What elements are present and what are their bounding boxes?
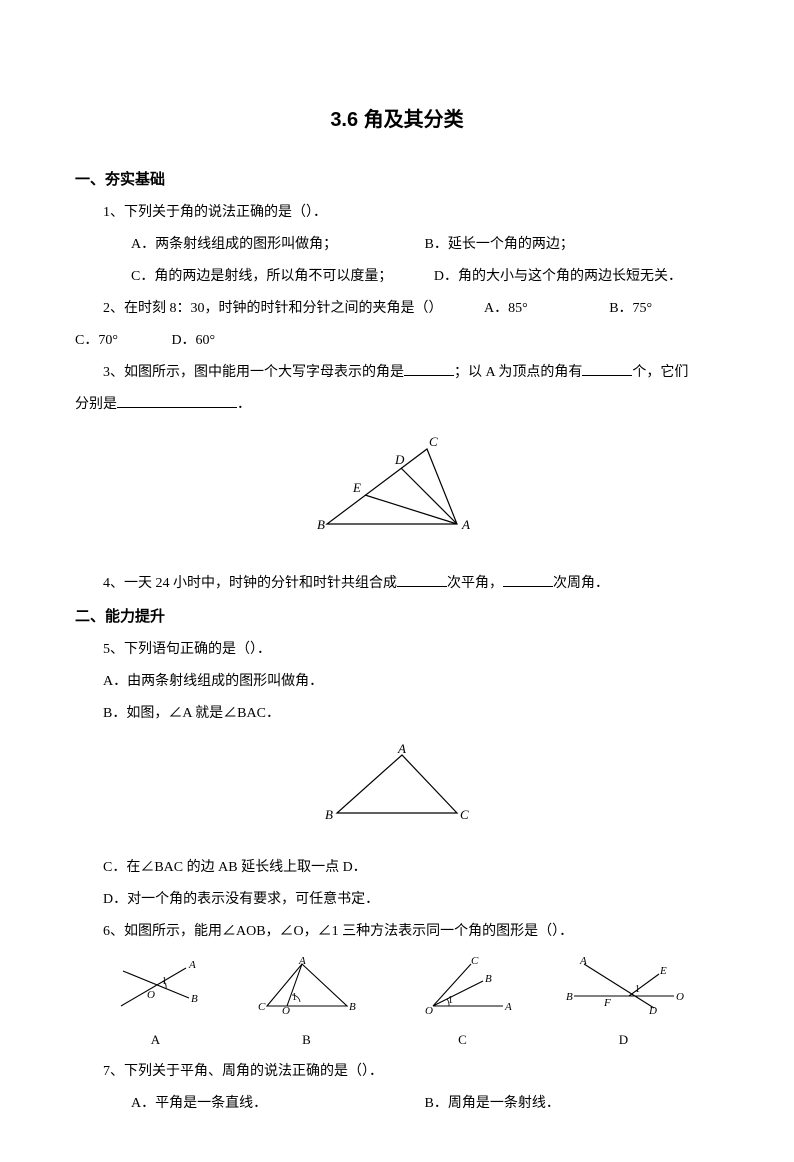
q7-stem: 7、下列关于平角、周角的说法正确的是（）． (75, 1058, 719, 1086)
section-2-heading: 二、能力提升 (75, 602, 719, 632)
q6-stem: 6、如图所示，能用∠AOB，∠O，∠1 三种方法表示同一个角的图形是（）． (75, 918, 719, 946)
q6-label-d: D (564, 1027, 684, 1053)
fig2-label-a: A (397, 743, 406, 756)
q2-line2: C．70° D．60° (75, 327, 719, 355)
q1-stem: 1、下列关于角的说法正确的是（）． (75, 199, 719, 227)
fig2-label-c: C (460, 807, 469, 822)
triangle-diagram-1: B A C D E (297, 434, 497, 544)
svg-text:O: O (147, 989, 155, 1001)
q6-fig-c: A B C O 1 C (413, 956, 513, 1053)
q3-p2: ；以 A 为顶点的角有 (454, 365, 582, 380)
triangle-diagram-2: A B C (307, 743, 487, 828)
page-title: 3.6 角及其分类 (75, 100, 719, 140)
q6-label-a: A (111, 1027, 201, 1053)
q5-opt-d: D．对一个角的表示没有要求，可任意书定． (75, 886, 719, 914)
q7-opt-a: A．平角是一条直线． (103, 1090, 383, 1118)
q2-opt-b: B．75° (581, 295, 652, 323)
q3-blank1[interactable] (404, 361, 454, 376)
q2-opt-d: D．60° (171, 327, 215, 355)
q3-figure: B A C D E (75, 434, 719, 555)
q3-line2: 分别是 ． (75, 391, 719, 419)
label-d: D (394, 452, 405, 467)
q7-opt-b: B．周角是一条射线． (397, 1090, 560, 1118)
fig2-label-b: B (325, 807, 333, 822)
svg-text:B: B (485, 973, 492, 985)
q1-opt-d: D．角的大小与这个角的两边长短无关． (406, 263, 682, 291)
q6-fig-a: A B O 1 A (111, 956, 201, 1053)
q3-p5: ． (237, 397, 251, 412)
q2-opt-c: C．70° (75, 327, 118, 355)
q4-p1: 4、一天 24 小时中，时钟的分针和时针共组合成 (103, 576, 397, 591)
q5-opt-b: B．如图，∠A 就是∠BAC． (75, 700, 719, 728)
q4-line: 4、一天 24 小时中，时钟的分针和时针共组合成 次平角， 次周角． (75, 570, 719, 598)
svg-text:E: E (659, 965, 667, 977)
q6-label-c: C (413, 1027, 513, 1053)
q5-stem: 5、下列语句正确的是（）． (75, 636, 719, 664)
svg-text:B: B (566, 991, 573, 1003)
q3-p1: 3、如图所示，图中能用一个大写字母表示的角是 (103, 365, 404, 380)
q7-row: A．平角是一条直线． B．周角是一条射线． (75, 1090, 719, 1118)
q3-blank2[interactable] (582, 361, 632, 376)
q3-line1: 3、如图所示，图中能用一个大写字母表示的角是 ；以 A 为顶点的角有 个，它们 (75, 359, 719, 387)
q2-stem: 2、在时刻 8：30，时钟的时针和分针之间的夹角是（） (103, 301, 443, 316)
q2-line: 2、在时刻 8：30，时钟的时针和分针之间的夹角是（） A．85° B．75° (75, 295, 719, 323)
svg-text:C: C (258, 1001, 266, 1013)
svg-text:C: C (471, 956, 479, 967)
svg-text:B: B (191, 993, 198, 1005)
svg-text:1: 1 (635, 984, 640, 995)
q1-opt-c: C．角的两边是射线，所以角不可以度量； (103, 263, 392, 291)
q4-p3: 次周角． (553, 576, 609, 591)
q3-p3: 个，它们 (632, 365, 688, 380)
label-e: E (352, 480, 361, 495)
q1-row2: C．角的两边是射线，所以角不可以度量； D．角的大小与这个角的两边长短无关． (75, 263, 719, 291)
q6-fig-b: A B C O 1 B (252, 956, 362, 1053)
q1-row1: A．两条射线组成的图形叫做角； B．延长一个角的两边； (75, 231, 719, 259)
label-b: B (317, 517, 325, 532)
q5-opt-c: C．在∠BAC 的边 AB 延长线上取一点 D． (75, 854, 719, 882)
svg-text:B: B (349, 1001, 356, 1013)
q5-figure: A B C (75, 743, 719, 839)
svg-text:A: A (504, 1001, 512, 1013)
q6-label-b: B (252, 1027, 362, 1053)
svg-text:A: A (298, 956, 306, 967)
q1-opt-a: A．两条射线组成的图形叫做角； (103, 231, 383, 259)
label-a: A (461, 517, 470, 532)
q3-p4: 分别是 (75, 397, 117, 412)
q4-blank2[interactable] (503, 572, 553, 587)
svg-text:A: A (579, 956, 587, 967)
q4-p2: 次平角， (447, 576, 503, 591)
section-1-heading: 一、夯实基础 (75, 165, 719, 195)
svg-text:D: D (648, 1005, 657, 1016)
page: 3.6 角及其分类 一、夯实基础 1、下列关于角的说法正确的是（）． A．两条射… (0, 0, 794, 1162)
svg-text:O: O (676, 991, 684, 1003)
q6-fig-d: A B E O F D 1 D (564, 956, 684, 1053)
q6-figures: A B O 1 A A B C O 1 B (75, 956, 719, 1053)
svg-text:F: F (603, 997, 611, 1009)
svg-text:1: 1 (292, 992, 297, 1003)
q3-blank3[interactable] (117, 393, 237, 408)
label-c: C (429, 434, 438, 449)
q5-opt-a: A．由两条射线组成的图形叫做角． (75, 668, 719, 696)
svg-text:O: O (425, 1005, 433, 1016)
q1-opt-b: B．延长一个角的两边； (397, 231, 574, 259)
q4-blank1[interactable] (397, 572, 447, 587)
q2-opt-a: A．85° (456, 295, 528, 323)
svg-text:A: A (188, 959, 196, 971)
svg-text:O: O (282, 1005, 290, 1016)
